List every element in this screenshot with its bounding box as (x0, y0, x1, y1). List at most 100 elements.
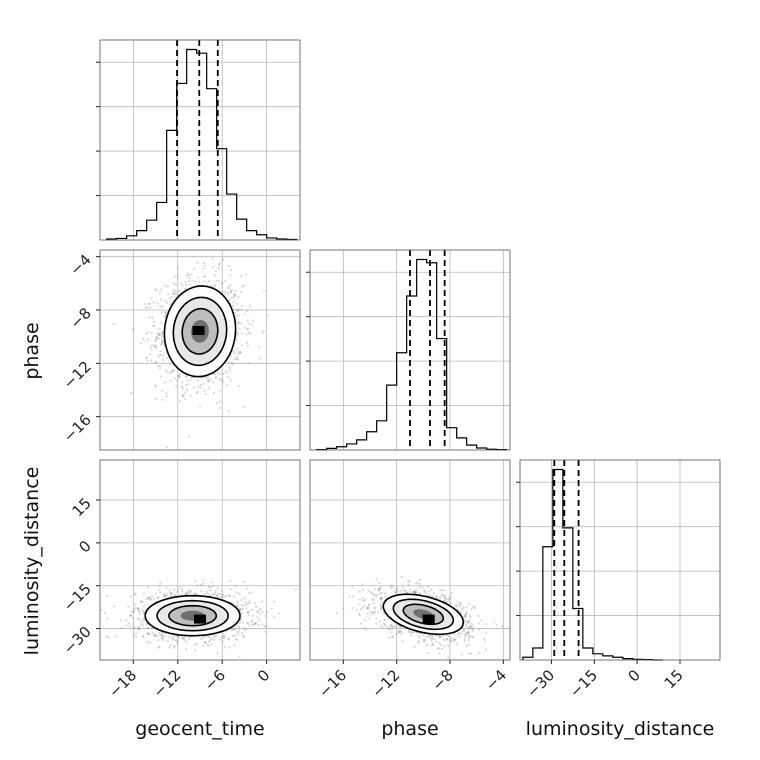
scatter-point (145, 356, 149, 359)
scatter-point (439, 644, 442, 647)
scatter-point (148, 306, 152, 309)
scatter-point (135, 632, 138, 635)
scatter-point (207, 378, 210, 382)
scatter-point (399, 629, 403, 633)
scatter-point (184, 280, 187, 284)
scatter-point (392, 626, 395, 629)
scatter-point (413, 591, 416, 594)
scatter-point (255, 621, 258, 624)
scatter-point (154, 344, 157, 347)
panel-data (112, 257, 270, 449)
scatter-point (165, 395, 168, 398)
scatter-point (146, 306, 149, 309)
scatter-point (363, 598, 366, 602)
scatter-point (227, 285, 230, 288)
scatter-point (432, 637, 436, 640)
scatter-point (443, 595, 446, 598)
scatter-point (203, 275, 206, 278)
scatter-point (390, 624, 393, 627)
scatter-point (453, 638, 457, 641)
scatter-point (197, 276, 200, 279)
scatter-point (450, 640, 453, 643)
scatter-point (178, 376, 181, 379)
scatter-point (187, 274, 191, 277)
scatter-point (221, 593, 224, 597)
scatter-point (184, 284, 188, 287)
scatter-point (147, 597, 150, 600)
scatter-point (134, 592, 137, 595)
scatter-point (237, 320, 240, 324)
scatter-point (127, 605, 130, 608)
scatter-point (445, 600, 448, 603)
scatter-point (207, 585, 211, 589)
scatter-point (390, 631, 393, 634)
scatter-point (469, 626, 472, 630)
scatter-point (214, 376, 217, 379)
scatter-point (223, 595, 227, 598)
scatter-point (465, 610, 468, 614)
scatter-point (470, 652, 473, 655)
scatter-point (169, 592, 173, 596)
scatter-point (156, 639, 160, 642)
scatter-point (478, 651, 481, 655)
scatter-point (294, 588, 297, 591)
scatter-point (183, 391, 186, 394)
scatter-point (468, 614, 472, 617)
scatter-point (377, 589, 380, 592)
scatter-point (408, 629, 411, 632)
scatter-point (370, 591, 373, 595)
scatter-point (182, 637, 185, 640)
scatter-point (245, 341, 249, 344)
contour-line (382, 593, 465, 636)
scatter-point (129, 614, 132, 617)
scatter-point (242, 634, 245, 637)
scatter-point (416, 581, 419, 584)
scatter-point (258, 346, 261, 349)
contour-line (156, 599, 229, 632)
scatter-point (256, 610, 259, 613)
scatter-point (472, 605, 476, 608)
scatter-point (211, 266, 215, 269)
scatter-point (138, 613, 141, 616)
scatter-point (176, 590, 179, 593)
scatter-point (246, 333, 249, 336)
scatter-point (201, 636, 204, 639)
scatter-point (407, 583, 410, 586)
scatter-point (252, 623, 255, 626)
hist-bin (167, 130, 177, 240)
scatter-point (165, 446, 169, 449)
scatter-point (246, 602, 249, 606)
scatter-point (142, 617, 146, 620)
scatter-point (415, 591, 418, 594)
scatter-point (388, 636, 391, 639)
scatter-point (189, 379, 192, 382)
scatter-point (449, 601, 452, 605)
scatter-point (146, 632, 149, 635)
scatter-point (233, 634, 236, 637)
panel-frame (99, 39, 301, 241)
scatter-point (174, 283, 177, 286)
scatter-point (425, 635, 428, 638)
scatter-point (459, 604, 462, 607)
scatter-point (366, 607, 370, 610)
scatter-point (483, 637, 486, 640)
scatter-point (423, 638, 426, 642)
scatter-point (446, 638, 449, 641)
scatter-point (138, 627, 141, 631)
scatter-point (145, 622, 149, 625)
scatter-point (203, 635, 206, 638)
scatter-point (146, 623, 149, 626)
scatter-point (262, 329, 266, 333)
scatter-point (228, 298, 231, 301)
scatter-point (348, 595, 351, 598)
scatter-point (158, 333, 161, 336)
scatter-point (209, 588, 212, 592)
scatter-point (247, 592, 250, 595)
scatter-point (151, 631, 154, 634)
scatter-point (438, 651, 441, 655)
scatter-point (226, 383, 229, 386)
scatter-point (194, 280, 197, 283)
scatter-point (380, 596, 383, 600)
scatter-point (447, 634, 450, 638)
scatter-point (396, 586, 399, 590)
